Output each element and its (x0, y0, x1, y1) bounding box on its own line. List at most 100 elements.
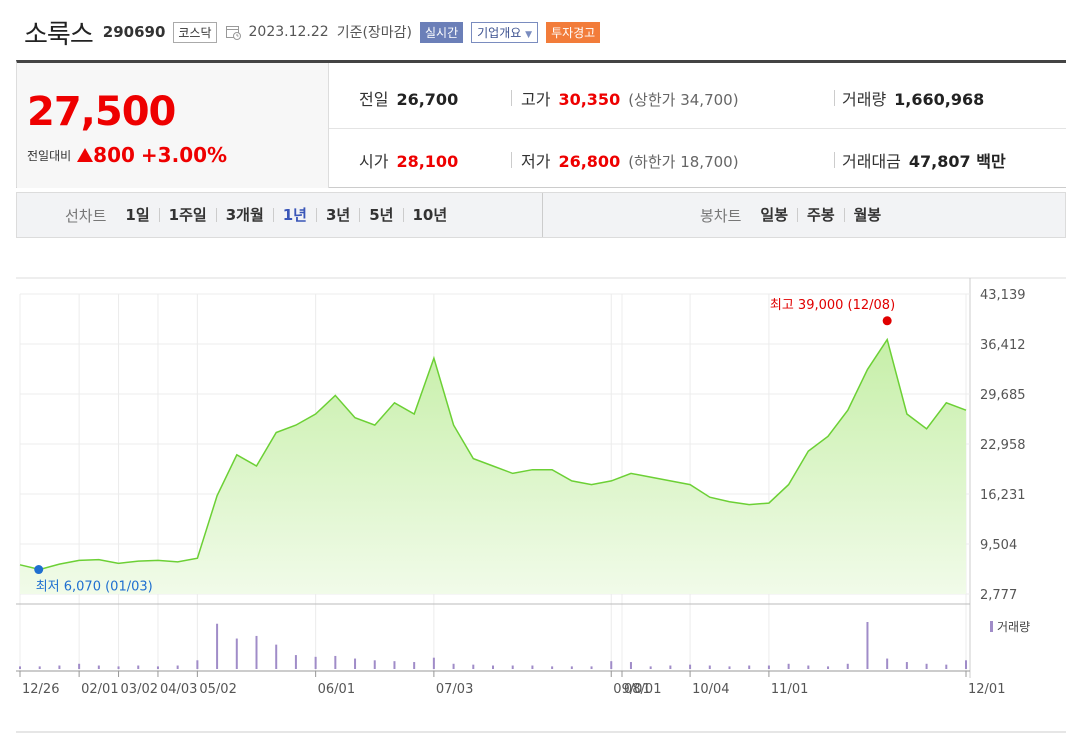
investment-warning-badge[interactable]: 투자경고 (546, 21, 601, 43)
volume-bar (314, 656, 317, 669)
volume-bar (176, 665, 179, 669)
volume-bar (649, 666, 652, 669)
y-tick-label: 2,777 (980, 588, 1017, 603)
candle-tab-2[interactable]: 월봉 (843, 208, 891, 223)
line-chart-periods: 선차트 1일 1주일 3개월 1년 3년 5년 10년 (65, 193, 456, 237)
y-tick-label: 29,685 (980, 388, 1026, 403)
min-marker (34, 565, 44, 575)
volume-bar (590, 666, 593, 669)
volume-label: 거래량 (842, 89, 887, 109)
x-tick-label: 03/02 (121, 682, 158, 697)
volume-bar (511, 665, 514, 669)
stock-name: 소룩스 (24, 19, 94, 50)
y-tick-label: 43,139 (980, 288, 1026, 303)
volume-bar (393, 661, 396, 669)
volume-bar (767, 665, 770, 669)
high-price: 고가 30,350 (상한가 34,700) (521, 86, 739, 110)
x-tick-label: 05/02 (199, 682, 236, 697)
candle-tab-1[interactable]: 주봉 (797, 208, 844, 223)
volume-bar (117, 666, 120, 669)
realtime-button[interactable]: 실시간 (420, 21, 464, 43)
volume: 거래량 1,660,968 (842, 86, 984, 110)
volume-bar (866, 622, 869, 669)
volume-bar (531, 665, 534, 669)
x-tick-label: 10/04 (692, 682, 729, 697)
period-tab-0[interactable]: 1일 (125, 206, 150, 224)
open-label: 시가 (359, 152, 389, 171)
volume-bar (728, 666, 731, 669)
volume-bar (472, 664, 475, 669)
trade-value-amount: 47,807 백만 (909, 148, 1006, 172)
x-tick-label: 12/26 (22, 682, 59, 697)
volume-legend-label: 거래량 (997, 620, 1030, 634)
period-divider (542, 193, 543, 237)
volume-bar (748, 665, 751, 669)
stock-code: 290690 (102, 23, 166, 41)
chevron-down-icon: ▼ (525, 29, 533, 40)
period-tab-6[interactable]: 10년 (402, 208, 457, 223)
up-arrow-icon (77, 148, 94, 162)
chart-period-bar: 선차트 1일 1주일 3개월 1년 3년 5년 10년 봉차트 일봉 주봉 월봉 (16, 192, 1066, 238)
volume-bar (945, 664, 948, 669)
candle-tab-0[interactable]: 일봉 (760, 206, 789, 224)
company-info-dropdown[interactable]: 기업개요 ▼ (471, 21, 539, 43)
volume-bar (432, 657, 435, 669)
divider (511, 152, 512, 168)
line-chart-label: 선차트 (65, 206, 107, 225)
volume-bar (275, 644, 278, 669)
high-value: 30,350 (558, 89, 621, 109)
change-label: 전일대비 (27, 148, 72, 163)
price-chart: 43,139 36,412 29,685 22,958 16,231 9,504 2,777… (16, 248, 1066, 733)
volume-bar (689, 664, 692, 669)
period-tab-4[interactable]: 3년 (316, 208, 359, 223)
prev-close-value: 26,700 (396, 89, 459, 109)
quote-basis: 기준(장마감) (336, 25, 413, 41)
y-tick-label: 16,231 (980, 488, 1026, 503)
period-tab-3[interactable]: 1년 (272, 208, 316, 223)
quote-row-2: 시가 28,100 저가 26,800 (하한가 18,700) 거래대금 47… (329, 129, 1066, 191)
x-tick-label: 09/01 (613, 682, 650, 697)
period-tab-5[interactable]: 5년 (359, 208, 402, 223)
volume-bar (413, 662, 416, 669)
volume-bar (235, 638, 238, 669)
max-marker (882, 316, 892, 326)
price-line (19, 337, 967, 571)
price-panel: 27,500 전일대비 800 +3.00% (17, 63, 329, 188)
change-amount: 800 (93, 143, 135, 167)
x-tick-label: 12/01 (968, 682, 1005, 697)
volume-bar (551, 666, 554, 669)
divider (834, 89, 835, 106)
volume-bar (19, 666, 21, 669)
volume-bar (156, 666, 159, 669)
volume-bar (846, 663, 849, 669)
x-tick-label: 11/01 (771, 682, 808, 697)
upper-limit: (상한가 34,700) (628, 90, 739, 109)
volume-bar (886, 658, 889, 669)
company-info-label: 기업개요 (477, 25, 522, 40)
low-value: 26,800 (558, 152, 621, 171)
period-tab-2[interactable]: 3개월 (215, 208, 273, 223)
volume-bar (78, 663, 81, 669)
current-price: 27,500 (27, 89, 176, 135)
x-tick-label: 07/03 (436, 682, 473, 697)
change-amount-group: 800 (77, 143, 135, 167)
volume-bar (570, 666, 573, 669)
volume-bar (97, 665, 100, 669)
volume-bar (807, 665, 810, 669)
divider (834, 152, 835, 168)
volume-bar (669, 665, 672, 669)
volume-bar (492, 665, 494, 669)
volume-bar (38, 666, 41, 669)
x-tick-label: 06/01 (318, 682, 355, 697)
change-row: 전일대비 800 +3.00% (27, 143, 227, 167)
period-tab-1[interactable]: 1주일 (158, 208, 216, 223)
volume-bar (610, 661, 613, 669)
trade-value-number: 47,807 (908, 152, 971, 171)
market-badge: 코스닥 (173, 21, 217, 43)
prev-close-label: 전일 (359, 89, 389, 109)
volume-bar (334, 655, 337, 669)
x-tick-label: 04/03 (160, 682, 197, 697)
quote-row-1: 전일 26,700 고가 30,350 (상한가 34,700) 거래량 1,6… (329, 67, 1066, 129)
volume-bar (196, 660, 199, 669)
volume-bar (137, 665, 140, 669)
